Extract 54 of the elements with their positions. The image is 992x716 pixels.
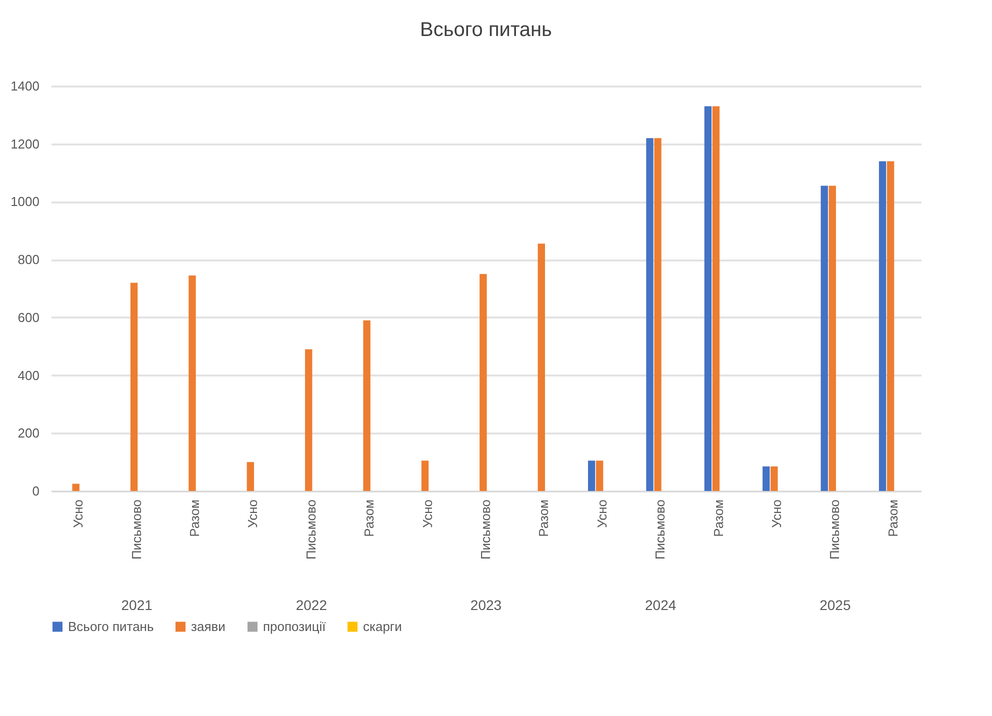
y-tick-label: 1400	[10, 78, 40, 94]
bar	[480, 274, 487, 491]
bar	[246, 462, 254, 491]
y-tick-label: 400	[18, 368, 40, 383]
x-tick-label: Разом	[187, 499, 202, 537]
text: 2025	[820, 597, 851, 613]
bar	[886, 161, 894, 491]
bar	[363, 320, 370, 491]
y-tick-label: 800	[18, 252, 40, 268]
text: 2023	[470, 597, 502, 613]
chart-title: Всього питань	[420, 19, 552, 41]
bar	[654, 138, 662, 491]
bar	[188, 275, 196, 491]
y-tick-label: 600	[18, 310, 40, 325]
bar	[588, 460, 596, 491]
x-tick-label: Усно	[70, 500, 86, 528]
x-tick-label: Разом	[362, 499, 377, 537]
bar	[421, 460, 429, 491]
bar	[704, 106, 712, 491]
x-tick-label: Разом	[710, 499, 726, 537]
bar	[762, 466, 770, 491]
legend-label: Всього питань	[68, 618, 154, 634]
bar	[820, 186, 828, 491]
legend-label: скарги	[363, 618, 402, 634]
x-tick-label: Письмово	[303, 500, 318, 560]
x-tick-label: Разом	[885, 499, 900, 537]
legend-label: пропозиції	[263, 618, 326, 634]
bar	[130, 282, 138, 491]
x-tick-label: Усно	[245, 500, 260, 528]
bar	[305, 349, 312, 491]
x-tick-label: Письмово	[827, 500, 842, 560]
bar	[596, 460, 604, 491]
x-tick-label: Письмово	[652, 500, 668, 560]
y-tick-label: 1200	[10, 136, 40, 152]
x-tick-label: Усно	[594, 500, 610, 528]
bar	[770, 466, 778, 491]
x-tick-label: Усно	[420, 500, 435, 528]
bar	[646, 138, 654, 491]
bar	[878, 161, 886, 491]
x-tick-label: Письмово	[128, 500, 144, 560]
legend-label: заяви	[191, 618, 226, 634]
y-tick-label: 200	[18, 426, 40, 441]
text: 2022	[296, 597, 328, 613]
bar	[828, 186, 836, 491]
x-tick-label: Письмово	[478, 500, 493, 560]
text: 2021	[121, 597, 153, 613]
text: 2024	[645, 597, 676, 613]
bar	[538, 244, 545, 491]
bar	[72, 484, 80, 491]
x-tick-label: Разом	[536, 499, 552, 537]
bar	[712, 106, 720, 491]
y-tick-label: 0	[32, 484, 40, 498]
y-tick-label: 1000	[10, 194, 40, 210]
x-tick-label: Усно	[768, 500, 784, 528]
